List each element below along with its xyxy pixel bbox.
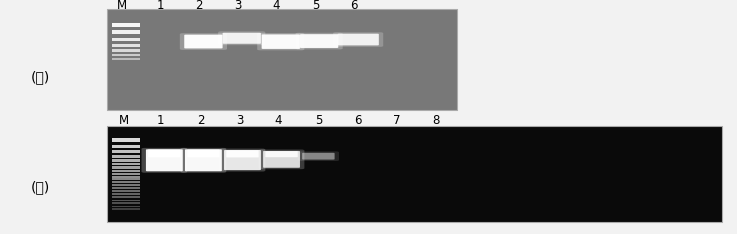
Bar (112, 163, 140, 165)
Bar (112, 190, 140, 192)
Bar (112, 150, 140, 153)
Text: 4: 4 (273, 0, 280, 12)
Bar (107, 9, 457, 110)
FancyBboxPatch shape (224, 150, 261, 170)
FancyBboxPatch shape (338, 34, 379, 45)
Text: (나): (나) (31, 180, 50, 194)
Bar (112, 187, 140, 189)
Bar (112, 166, 140, 169)
FancyBboxPatch shape (146, 149, 183, 171)
Bar (112, 54, 140, 56)
Text: 5: 5 (312, 0, 319, 12)
Bar (112, 30, 140, 34)
Bar (112, 173, 140, 175)
Bar (112, 44, 140, 47)
Bar (107, 126, 722, 222)
FancyBboxPatch shape (300, 34, 338, 48)
Bar (112, 170, 140, 172)
FancyBboxPatch shape (262, 34, 300, 49)
FancyBboxPatch shape (333, 32, 383, 47)
Bar (112, 138, 140, 142)
FancyBboxPatch shape (180, 33, 227, 50)
Bar (112, 49, 140, 52)
FancyBboxPatch shape (185, 149, 222, 171)
Text: 2: 2 (197, 114, 204, 127)
Text: 8: 8 (433, 114, 440, 127)
FancyBboxPatch shape (142, 148, 187, 173)
Bar (112, 202, 140, 204)
Text: 5: 5 (315, 114, 322, 127)
Bar (112, 145, 140, 148)
Bar (112, 159, 140, 162)
Bar (112, 178, 140, 180)
Text: 7: 7 (393, 114, 400, 127)
FancyBboxPatch shape (265, 151, 298, 157)
Bar (112, 58, 140, 60)
Bar (112, 38, 140, 41)
FancyBboxPatch shape (187, 150, 220, 157)
Bar (112, 155, 140, 158)
Text: M: M (116, 0, 127, 12)
Text: M: M (119, 114, 129, 127)
FancyBboxPatch shape (223, 33, 261, 44)
Bar (112, 196, 140, 198)
Text: 1: 1 (157, 0, 164, 12)
Bar (112, 208, 140, 210)
FancyBboxPatch shape (181, 148, 226, 173)
Text: (가): (가) (31, 70, 50, 84)
Text: 6: 6 (354, 114, 361, 127)
FancyBboxPatch shape (226, 150, 259, 157)
FancyBboxPatch shape (184, 35, 223, 48)
Text: 3: 3 (236, 114, 243, 127)
FancyBboxPatch shape (220, 149, 265, 172)
Text: 4: 4 (275, 114, 282, 127)
Text: 6: 6 (350, 0, 357, 12)
FancyBboxPatch shape (302, 153, 335, 160)
Bar (112, 206, 140, 207)
Bar (112, 176, 140, 178)
Bar (112, 200, 140, 201)
FancyBboxPatch shape (298, 151, 339, 161)
Bar (112, 23, 140, 27)
Bar (112, 184, 140, 186)
Bar (112, 181, 140, 183)
Text: 3: 3 (234, 0, 242, 12)
FancyBboxPatch shape (263, 151, 300, 168)
FancyBboxPatch shape (259, 150, 304, 169)
FancyBboxPatch shape (257, 33, 304, 50)
Text: 2: 2 (195, 0, 203, 12)
FancyBboxPatch shape (218, 31, 265, 45)
FancyBboxPatch shape (148, 150, 181, 157)
Bar (112, 193, 140, 195)
Text: 1: 1 (157, 114, 164, 127)
FancyBboxPatch shape (296, 33, 343, 49)
